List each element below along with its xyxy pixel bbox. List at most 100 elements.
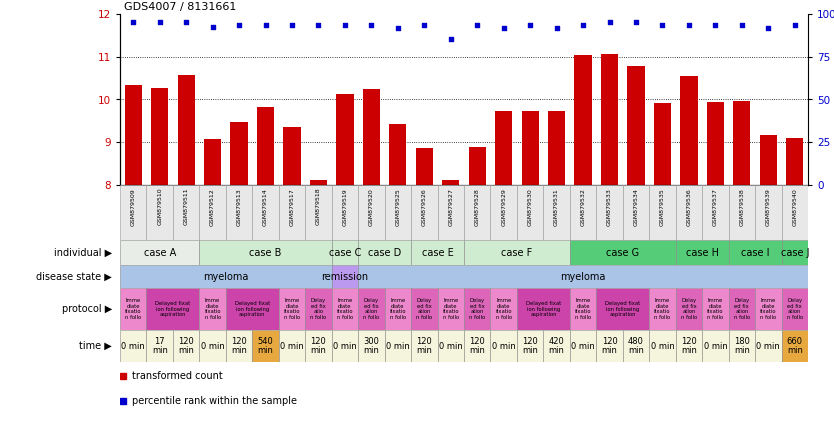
Text: 120
min: 120 min <box>681 337 697 355</box>
Bar <box>517 330 544 362</box>
Text: GSM879525: GSM879525 <box>395 188 400 226</box>
Point <box>153 18 166 25</box>
Point <box>550 24 563 31</box>
Bar <box>384 288 411 330</box>
Text: GSM879535: GSM879535 <box>660 188 665 226</box>
Point <box>312 21 325 28</box>
Bar <box>596 330 623 362</box>
Text: 120
min: 120 min <box>470 337 485 355</box>
Bar <box>124 84 142 185</box>
Text: 120
min: 120 min <box>178 337 194 355</box>
Bar <box>305 330 332 362</box>
Bar <box>676 330 702 362</box>
Bar <box>702 330 729 362</box>
Bar <box>601 54 618 185</box>
Text: 0 min: 0 min <box>122 341 145 350</box>
Bar <box>781 185 808 240</box>
Point <box>682 21 696 28</box>
Bar <box>305 185 332 240</box>
Text: 0 min: 0 min <box>333 341 357 350</box>
Text: GSM879513: GSM879513 <box>237 188 242 226</box>
Text: individual ▶: individual ▶ <box>54 247 112 258</box>
Bar <box>332 330 358 362</box>
Bar <box>226 288 279 330</box>
Bar <box>469 147 486 185</box>
Text: GSM879527: GSM879527 <box>448 188 453 226</box>
Bar <box>755 185 781 240</box>
Text: GSM879537: GSM879537 <box>713 188 718 226</box>
Bar <box>389 124 406 185</box>
Text: case G: case G <box>606 247 640 258</box>
Text: 0 min: 0 min <box>651 341 675 350</box>
Bar <box>781 240 808 265</box>
Text: GSM879531: GSM879531 <box>554 188 559 226</box>
Bar <box>596 288 649 330</box>
Bar <box>495 111 512 185</box>
Text: 120
min: 120 min <box>416 337 432 355</box>
Bar <box>676 288 702 330</box>
Text: 120
min: 120 min <box>601 337 617 355</box>
Bar <box>358 240 411 265</box>
Bar <box>438 185 464 240</box>
Text: Delay
ed fix
ation
n follo: Delay ed fix ation n follo <box>364 298 379 320</box>
Text: time ▶: time ▶ <box>79 341 112 351</box>
Bar <box>676 185 702 240</box>
Text: Imme
diate
fixatio
n follo: Imme diate fixatio n follo <box>284 298 300 320</box>
Bar <box>464 185 490 240</box>
Text: GSM879518: GSM879518 <box>316 188 321 226</box>
Text: GSM879538: GSM879538 <box>740 188 745 226</box>
Bar <box>332 240 358 265</box>
Bar <box>363 89 380 185</box>
Text: 120
min: 120 min <box>231 337 247 355</box>
Bar <box>257 107 274 185</box>
Text: GSM879536: GSM879536 <box>686 188 691 226</box>
Bar <box>733 101 751 185</box>
Text: 0 min: 0 min <box>756 341 780 350</box>
Text: Imme
diate
fixatio
n follo: Imme diate fixatio n follo <box>443 298 459 320</box>
Point <box>418 21 431 28</box>
Bar <box>147 288 199 330</box>
Bar <box>706 103 724 185</box>
Bar <box>702 288 729 330</box>
Text: 120
min: 120 min <box>522 337 538 355</box>
Bar <box>411 288 438 330</box>
Bar <box>120 185 147 240</box>
Text: Delayed fixat
ion following
aspiration: Delayed fixat ion following aspiration <box>605 301 641 317</box>
Bar <box>760 135 777 185</box>
Point <box>444 35 457 42</box>
Bar <box>120 330 147 362</box>
Point <box>736 21 749 28</box>
Point <box>761 24 775 31</box>
Bar <box>147 185 173 240</box>
Text: case J: case J <box>781 247 809 258</box>
Bar <box>649 185 676 240</box>
Text: Imme
diate
fixatio
n follo: Imme diate fixatio n follo <box>337 298 353 320</box>
Text: Imme
diate
fixatio
n follo: Imme diate fixatio n follo <box>760 298 776 320</box>
Text: GSM879534: GSM879534 <box>634 188 639 226</box>
Text: Delay
ed fix
ation
n follo: Delay ed fix ation n follo <box>416 298 432 320</box>
Text: Imme
diate
fixatio
n follo: Imme diate fixatio n follo <box>389 298 406 320</box>
Text: 0 min: 0 min <box>201 341 224 350</box>
Bar <box>279 288 305 330</box>
Bar <box>490 288 517 330</box>
Text: GSM879520: GSM879520 <box>369 188 374 226</box>
Text: GSM879509: GSM879509 <box>131 188 136 226</box>
Bar <box>575 55 591 185</box>
Bar <box>781 330 808 362</box>
Bar <box>120 265 332 288</box>
Bar <box>411 330 438 362</box>
Point <box>233 21 246 28</box>
Bar <box>279 185 305 240</box>
Bar <box>151 87 168 185</box>
Bar <box>464 330 490 362</box>
Bar <box>627 66 645 185</box>
Text: Imme
diate
fixatio
n follo: Imme diate fixatio n follo <box>495 298 512 320</box>
Text: GSM879529: GSM879529 <box>501 188 506 226</box>
Bar <box>649 330 676 362</box>
Bar <box>173 185 199 240</box>
Bar <box>332 288 358 330</box>
Point <box>206 23 219 30</box>
Text: GSM879526: GSM879526 <box>422 188 427 226</box>
Text: case F: case F <box>501 247 533 258</box>
Bar <box>332 185 358 240</box>
